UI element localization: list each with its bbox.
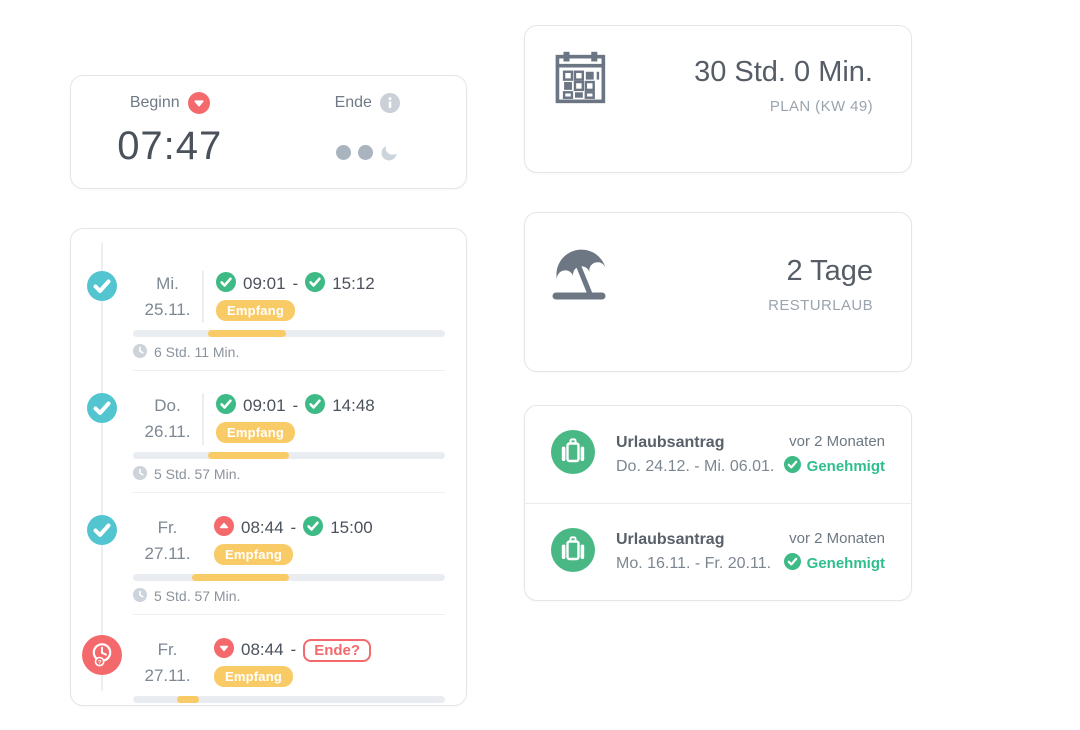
vacation-request-row[interactable]: Urlaubsantrag Do. 24.12. - Mi. 06.01. vo…	[525, 406, 911, 503]
timer-card: Beginn 07:47 Ende	[70, 75, 467, 189]
time-entry[interactable]: Fr. 27.11. 08:44 - 15:00 Empfang	[71, 493, 445, 615]
entry-separator	[133, 492, 445, 493]
vacation-request-row[interactable]: Urlaubsantrag Mo. 16.11. - Fr. 20.11. vo…	[525, 503, 911, 600]
vacation-days-value: 2 Tage	[786, 255, 873, 287]
start-ok-icon	[216, 393, 236, 419]
project-tag-badge: Empfang	[214, 543, 294, 565]
entry-date: Do. 26.11.	[144, 396, 191, 441]
day-progress-bar	[133, 574, 445, 581]
info-icon[interactable]	[379, 93, 400, 113]
approved-check-icon	[783, 553, 801, 574]
request-date-range: Do. 24.12. - Mi. 06.01.	[616, 457, 775, 475]
start-time: 08:44	[241, 640, 284, 659]
luggage-icon	[551, 430, 595, 479]
end-question-button[interactable]: Ende?	[303, 638, 372, 662]
chevron-up-circle-icon	[214, 515, 234, 541]
project-tag-badge: Empfang	[216, 299, 296, 321]
vacation-label: RESTURLAUB	[768, 297, 873, 314]
end-label: Ende	[334, 94, 372, 111]
project-tag-badge: Empfang	[216, 421, 296, 443]
end-time: 15:00	[330, 518, 373, 537]
timeline-line	[101, 243, 103, 691]
start-time: 09:01	[243, 396, 286, 415]
entry-date: Fr. 27.11.	[144, 518, 191, 563]
request-status: Genehmigt	[783, 455, 885, 477]
clock-icon	[133, 587, 147, 605]
request-age: vor 2 Monaten	[789, 530, 885, 547]
clock-icon	[133, 343, 147, 361]
end-ok-icon	[305, 271, 326, 297]
end-time: 15:12	[332, 274, 375, 293]
begin-column: Beginn 07:47	[71, 76, 269, 188]
request-date-range: Mo. 16.11. - Fr. 20.11.	[616, 555, 772, 572]
request-title: Urlaubsantrag	[616, 433, 725, 451]
day-progress-bar	[133, 330, 445, 337]
entry-date: Fr. 27.11.	[144, 640, 191, 685]
plan-hours-value: 30 Std. 0 Min.	[694, 56, 873, 88]
time-separator: -	[292, 274, 299, 293]
day-progress-bar	[133, 452, 445, 459]
start-time: 08:44	[241, 518, 284, 537]
time-entry[interactable]: ? Fr. 27.11. 08:44 - Ende?	[71, 615, 445, 703]
status-label: Genehmigt	[806, 457, 885, 475]
time-separator: -	[290, 518, 297, 537]
end-ok-icon	[305, 393, 326, 419]
approved-check-icon	[783, 455, 801, 477]
time-separator: -	[292, 396, 299, 415]
check-circle-icon	[87, 515, 117, 550]
time-entries-card: Mi. 25.11. 09:01 - 15:12 Empfang	[70, 228, 467, 706]
time-entry[interactable]: Do. 26.11. 09:01 - 14:48 Empfang	[71, 371, 445, 493]
request-title: Urlaubsantrag	[616, 531, 725, 548]
clock-icon	[133, 465, 147, 483]
end-time: 14:48	[332, 396, 375, 415]
entry-duration: 6 Std. 11 Min.	[133, 343, 445, 361]
luggage-icon	[551, 527, 595, 577]
vacation-days-card: 2 Tage RESTURLAUB	[524, 212, 912, 372]
end-column: Ende	[269, 76, 467, 188]
request-age: vor 2 Monaten	[789, 432, 885, 450]
time-separator: -	[290, 640, 297, 659]
begin-label: Beginn	[129, 94, 180, 111]
chevron-down-circle-icon	[214, 637, 234, 663]
entry-separator	[133, 370, 445, 371]
chevron-down-icon[interactable]	[187, 92, 210, 114]
vacation-requests-card: Urlaubsantrag Do. 24.12. - Mi. 06.01. vo…	[524, 405, 912, 601]
project-tag-badge: Empfang	[214, 665, 294, 687]
loading-dots-icon	[336, 142, 399, 162]
entry-duration: 5 Std. 57 Min.	[133, 587, 445, 605]
start-time: 09:01	[243, 274, 286, 293]
entry-duration: 5 Std. 57 Min.	[133, 465, 445, 483]
calendar-icon	[541, 46, 621, 152]
entry-date: Mi. 25.11.	[144, 274, 191, 319]
check-circle-icon	[87, 393, 117, 428]
clock-question-icon: ?	[82, 635, 122, 680]
time-entry[interactable]: Mi. 25.11. 09:01 - 15:12 Empfang	[71, 249, 445, 371]
begin-time-value: 07:47	[117, 124, 223, 168]
check-circle-icon	[87, 271, 117, 306]
entry-separator	[133, 614, 445, 615]
request-status: Genehmigt	[783, 553, 885, 574]
day-progress-bar	[133, 696, 445, 703]
week-plan-card: 30 Std. 0 Min. PLAN (KW 49)	[524, 25, 912, 173]
plan-label: PLAN (KW 49)	[769, 98, 873, 115]
beach-umbrella-icon	[541, 245, 621, 351]
start-ok-icon	[216, 271, 236, 297]
end-ok-icon	[303, 515, 324, 541]
svg-text:?: ?	[98, 659, 102, 666]
status-label: Genehmigt	[806, 555, 885, 572]
